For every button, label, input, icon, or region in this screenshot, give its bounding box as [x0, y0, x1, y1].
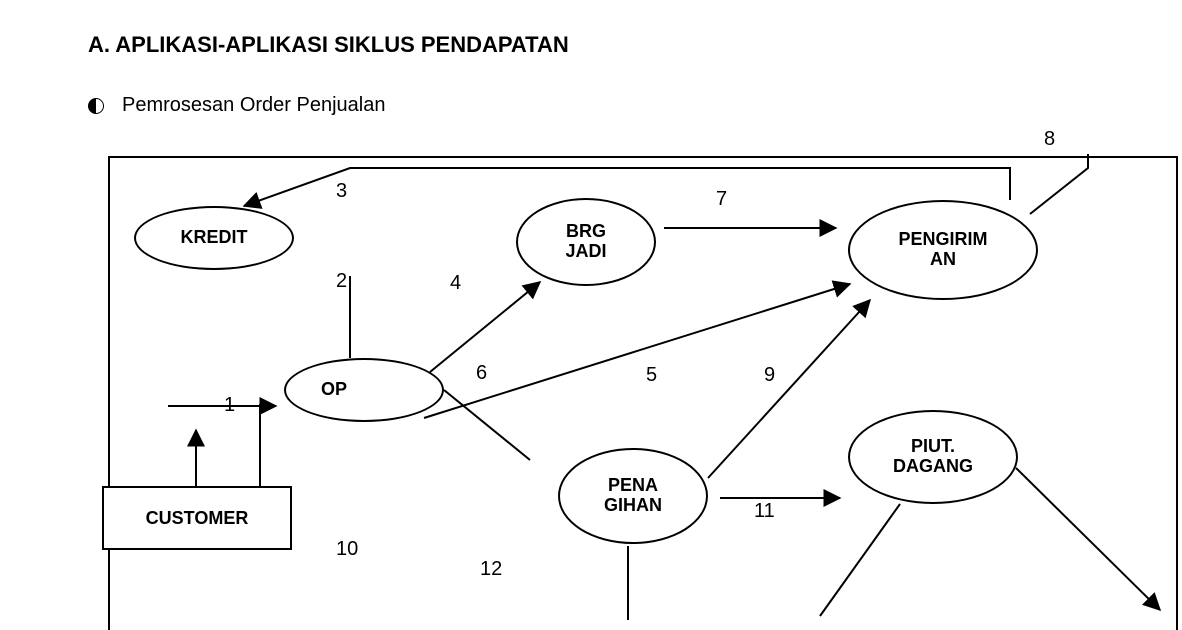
node-penagihan: PENA GIHAN: [558, 448, 708, 544]
edge-label-e10: 10: [336, 538, 358, 561]
edge-label-e3: 3: [336, 180, 347, 203]
edge-label-e5: 5: [646, 364, 657, 387]
node-label: PENA GIHAN: [604, 476, 662, 516]
edge-label-e4: 4: [450, 272, 461, 295]
node-pengiriman: PENGIRIM AN: [848, 200, 1038, 300]
edge-label-e2: 2: [336, 270, 347, 293]
edge-label-e9: 9: [764, 364, 775, 387]
edge-label-e11: 11: [754, 500, 775, 523]
node-label: KREDIT: [181, 228, 248, 248]
node-label: OP: [321, 380, 347, 400]
page-title: A. APLIKASI-APLIKASI SIKLUS PENDAPATAN: [88, 32, 569, 58]
page: A. APLIKASI-APLIKASI SIKLUS PENDAPATAN P…: [0, 0, 1182, 630]
node-label: PIUT. DAGANG: [893, 437, 973, 477]
edge-label-e12: 12: [480, 558, 502, 581]
node-brgjadi: BRG JADI: [516, 198, 656, 286]
edge-label-e8: 8: [1044, 128, 1055, 151]
node-label: CUSTOMER: [146, 508, 249, 529]
node-kredit: KREDIT: [134, 206, 294, 270]
edge-label-e6: 6: [476, 362, 487, 385]
node-label: PENGIRIM AN: [898, 230, 987, 270]
node-customer: CUSTOMER: [102, 486, 292, 550]
edge-label-e1: 1: [224, 394, 235, 417]
node-op: OP: [284, 358, 444, 422]
bullet-icon: [88, 98, 104, 114]
node-piutdagang: PIUT. DAGANG: [848, 410, 1018, 504]
node-label: BRG JADI: [565, 222, 606, 262]
page-subtitle: Pemrosesan Order Penjualan: [122, 94, 385, 117]
edge-label-e7: 7: [716, 188, 727, 211]
